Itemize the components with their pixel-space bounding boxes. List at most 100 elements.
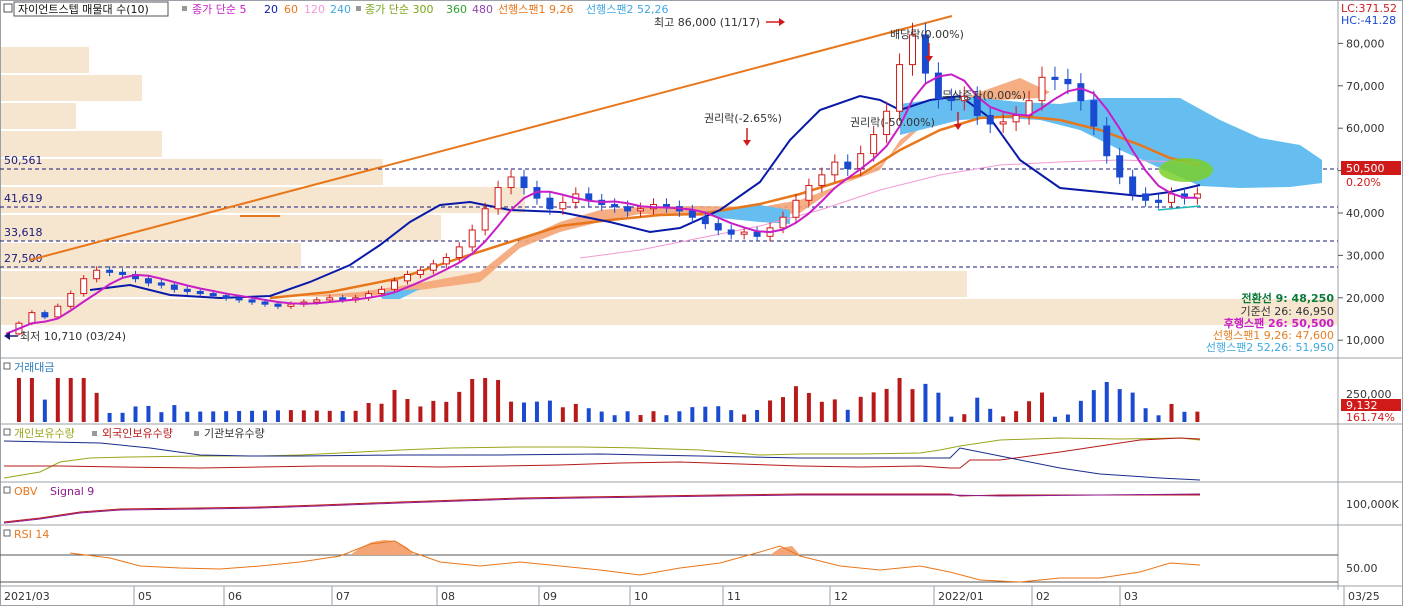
volume-bar xyxy=(1040,392,1044,422)
candle-body xyxy=(429,263,437,271)
cloud-bearish xyxy=(380,289,420,299)
ma-20-line xyxy=(89,94,1201,300)
y-tick-label: 30,000 xyxy=(1346,249,1385,262)
volume-profile xyxy=(1,47,1337,325)
candle-body xyxy=(792,199,800,218)
base-value: 기준선 26: 46,950 xyxy=(1240,305,1334,318)
candle-body xyxy=(1051,76,1059,80)
volume-bar xyxy=(509,401,514,422)
bonus-arrow-head xyxy=(954,124,962,130)
volume-bar xyxy=(250,410,255,422)
volume-bar xyxy=(871,392,876,422)
candle-body xyxy=(934,72,942,100)
rights-annotation: 권리락(-2.65%) xyxy=(704,112,782,125)
holdings-foreign-line xyxy=(4,437,1201,469)
ma-60-line xyxy=(269,114,1201,300)
legend-bullet-icon xyxy=(356,6,361,11)
holdings-label-institution: 기관보유수량 xyxy=(204,427,265,440)
candle-body xyxy=(844,161,852,169)
current-price-label: 50,500 xyxy=(1346,162,1385,175)
candle-body xyxy=(986,114,994,125)
candle-body xyxy=(1064,78,1072,85)
volume-bar xyxy=(729,410,734,422)
volume-bar xyxy=(703,406,708,422)
low-arrow-head xyxy=(4,332,10,340)
volume-bar xyxy=(107,412,112,422)
candle-body xyxy=(611,204,619,208)
volume-bar xyxy=(1001,416,1006,422)
span1-legend: 선행스팬1 9,26 xyxy=(498,3,573,16)
x-tick-label: 10 xyxy=(634,590,648,603)
rights2-annotation: 권리락(-50.00%) xyxy=(850,116,935,129)
volume-bar xyxy=(962,414,967,422)
x-tick-label: 07 xyxy=(336,590,350,603)
chart-title: 자이언트스텝 매물대 수(10) xyxy=(18,3,149,16)
x-tick-label: 03/25 xyxy=(1348,590,1380,603)
candle-body xyxy=(1129,176,1137,195)
volume-bar xyxy=(418,406,423,422)
volume-bar xyxy=(146,405,151,422)
candle-body xyxy=(391,280,398,290)
volume-bar xyxy=(237,411,242,422)
candle-body xyxy=(403,273,411,282)
volume-bar xyxy=(483,378,488,422)
square-checkbox-icon[interactable] xyxy=(3,428,11,436)
candle-body xyxy=(688,210,696,218)
square-checkbox-icon[interactable] xyxy=(3,3,13,13)
y-tick-label: 20,000 xyxy=(1346,292,1385,305)
square-checkbox-icon[interactable] xyxy=(3,529,11,537)
candle-body xyxy=(28,312,36,324)
x-tick-label: 2021/03 xyxy=(4,590,50,603)
profile-bar xyxy=(1,131,162,157)
legend-bullet-icon xyxy=(194,431,199,436)
current-price-highlight xyxy=(1159,158,1213,182)
candle-body xyxy=(455,246,463,259)
square-checkbox-icon[interactable] xyxy=(3,486,11,494)
volume-bar xyxy=(340,411,345,422)
span1-value: 선행스팬1 9,26: 47,600 xyxy=(1213,329,1334,342)
candle-body xyxy=(740,231,748,235)
volume-bar xyxy=(133,406,138,422)
volume-bar xyxy=(1027,401,1032,422)
time-axis: 2021/03 05 06 07 08 09 10 11 12 2022/01 02 03 03/25 xyxy=(0,586,1380,606)
level-label: 27,500 xyxy=(4,252,43,265)
volume-bar xyxy=(263,410,267,422)
ma-360-legend: 360 xyxy=(446,3,467,16)
legend-bullet-icon xyxy=(182,6,187,11)
candle-body xyxy=(80,278,88,295)
obv-signal-line xyxy=(3,493,1201,524)
y-tick-label: 70,000 xyxy=(1346,80,1385,93)
candle-body xyxy=(54,305,62,318)
candle-body xyxy=(714,223,722,231)
volume-bar xyxy=(755,409,760,422)
profile-bar xyxy=(1,75,142,101)
volume-bar xyxy=(1182,411,1187,422)
square-checkbox-icon[interactable] xyxy=(3,362,11,370)
volume-bar xyxy=(1143,408,1148,422)
volume-bar xyxy=(664,415,669,422)
cyan-line xyxy=(1157,205,1201,211)
volume-bar xyxy=(1195,411,1200,422)
header-legend: 자이언트스텝 매물대 수(10) 종가 단순 5 20 60 120 240 종… xyxy=(3,1,1397,27)
volume-change: 161.74% xyxy=(1346,411,1395,424)
span2-legend: 선행스팬2 52,26 xyxy=(586,3,668,16)
candle-body xyxy=(1155,199,1163,203)
level-label: 41,619 xyxy=(4,192,43,205)
volume-bar xyxy=(651,411,656,422)
candle-body xyxy=(662,204,670,208)
volume-bar xyxy=(949,416,954,422)
candle-body xyxy=(896,64,904,112)
profile-bar xyxy=(1,299,1337,325)
bonus-annotation: 무상증자(0.00%) xyxy=(942,89,1026,102)
volume-bar xyxy=(560,407,565,422)
volume-bar xyxy=(832,399,837,422)
volume-bar xyxy=(55,378,60,422)
candle-body xyxy=(947,98,955,102)
rights-arrow-head xyxy=(743,140,751,146)
volume-current: 9,132 xyxy=(1346,399,1378,412)
level-label: 33,618 xyxy=(4,226,43,239)
title-box xyxy=(13,1,169,17)
ma-group1-label: 종가 단순 5 xyxy=(192,3,246,16)
obv-signal-label: Signal 9 xyxy=(50,485,94,498)
